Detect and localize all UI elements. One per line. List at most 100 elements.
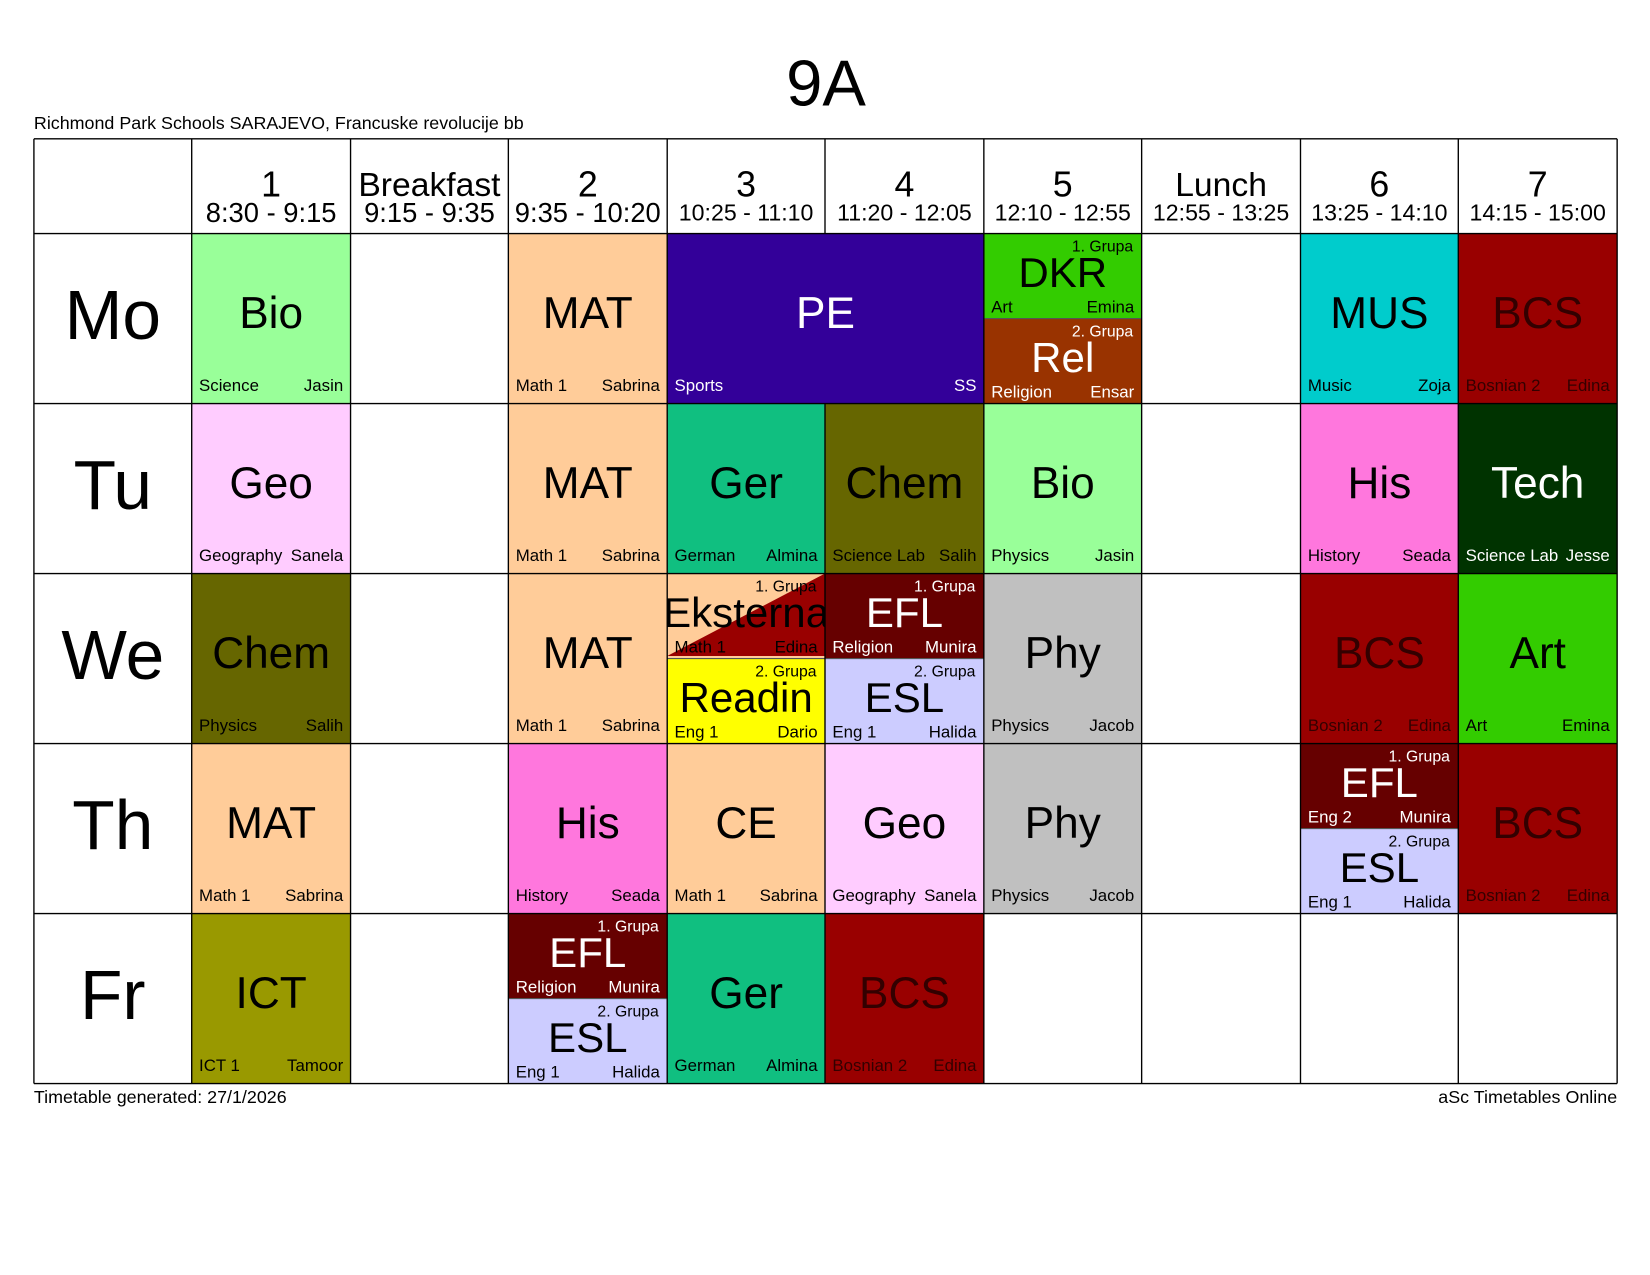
period-label: 4 <box>894 165 914 205</box>
lesson-bg <box>667 658 825 744</box>
room: Geography <box>199 546 283 565</box>
lesson: Geo Geography Sanela <box>191 403 351 574</box>
room: Math 1 <box>199 886 250 905</box>
room: German <box>675 546 736 565</box>
teacher: Emina <box>1087 297 1135 316</box>
lesson: MAT Math 1 Sabrina <box>191 743 351 914</box>
lesson: BCS Bosnian 2 Edina <box>1300 573 1459 744</box>
lesson-bg <box>508 743 668 914</box>
teacher: Sabrina <box>602 546 661 565</box>
teacher: Jesse <box>1566 546 1610 565</box>
lesson-bg <box>983 318 1142 404</box>
subject: Chem <box>846 459 964 508</box>
period-time: 9:15 - 9:35 <box>364 197 495 228</box>
period-label: Breakfast <box>358 167 501 204</box>
teacher: SS <box>954 376 976 395</box>
teacher: Emina <box>1562 716 1610 735</box>
lesson: BCS Bosnian 2 Edina <box>825 913 984 1084</box>
room: Religion <box>832 637 893 656</box>
subject: Geo <box>229 459 313 508</box>
subject: BCS <box>1492 289 1583 338</box>
subject: CE <box>715 799 776 848</box>
group-label: 1. Grupa <box>1072 238 1134 255</box>
subject: Bio <box>1031 459 1095 508</box>
lesson-bg <box>508 403 668 574</box>
subject: PE <box>796 289 855 338</box>
room: Physics <box>991 546 1049 565</box>
period-label: 7 <box>1528 165 1548 205</box>
lesson: His History Seada <box>1300 403 1459 574</box>
lesson: BCS Bosnian 2 Edina <box>1458 743 1618 914</box>
subject: ESL <box>865 674 945 721</box>
lesson: Phy Physics Jacob <box>983 743 1142 914</box>
teacher: Munira <box>1399 807 1451 826</box>
teacher: Jasin <box>304 376 343 395</box>
lesson: CE Math 1 Sabrina <box>667 743 825 914</box>
lesson: Ger German Almina <box>667 403 825 574</box>
lesson-bg <box>1300 403 1459 574</box>
lesson: Art Art Emina <box>1458 573 1618 744</box>
teacher: Sanela <box>291 546 344 565</box>
teacher: Sabrina <box>285 886 344 905</box>
group-label: 1. Grupa <box>1389 748 1451 765</box>
subject: Art <box>1509 629 1565 678</box>
day-name: Tu <box>74 446 152 524</box>
room: Bosnian 2 <box>1308 716 1383 735</box>
lesson: Geo Geography Sanela <box>825 743 984 914</box>
lesson: PE Sports SS <box>667 233 984 404</box>
lesson: Bio Physics Jasin <box>983 403 1142 574</box>
subject: DKR <box>1018 249 1107 296</box>
teacher: Salih <box>939 546 976 565</box>
room: Eng 1 <box>675 722 719 741</box>
room: Physics <box>991 716 1049 735</box>
subject: Readin <box>679 674 812 721</box>
period-time: 10:25 - 11:10 <box>679 200 814 226</box>
subject: ICT <box>236 969 307 1018</box>
teacher: Edina <box>775 637 819 656</box>
subject: BCS <box>859 969 950 1018</box>
subject: EFL <box>1341 759 1418 806</box>
group-label: 2. Grupa <box>1389 833 1451 850</box>
day-name: We <box>61 616 164 694</box>
room: Science <box>199 376 259 395</box>
group-label: 2. Grupa <box>755 663 817 680</box>
room: Sports <box>675 376 724 395</box>
group-label: 2. Grupa <box>1072 323 1134 340</box>
lesson-bg <box>1300 233 1459 404</box>
teacher: Edina <box>933 1056 977 1075</box>
lesson: Tech Science Lab Jesse <box>1458 403 1618 574</box>
teacher: Salih <box>306 716 343 735</box>
subject: Eksterna <box>663 589 830 636</box>
subject: Phy <box>1025 799 1101 848</box>
subject: EFL <box>866 589 943 636</box>
subject: BCS <box>1492 799 1583 848</box>
subject: ESL <box>548 1014 628 1061</box>
teacher: Seada <box>1402 546 1451 565</box>
lesson: Phy Physics Jacob <box>983 573 1142 744</box>
lesson: Ger German Almina <box>667 913 825 1084</box>
period-time: 8:30 - 9:15 <box>206 197 337 228</box>
room: Physics <box>199 716 257 735</box>
room: Math 1 <box>675 637 726 656</box>
lesson-bg <box>508 998 668 1084</box>
group-label: 1. Grupa <box>914 578 976 595</box>
subject: MAT <box>543 629 633 678</box>
lesson-bg <box>1300 573 1459 744</box>
room: History <box>1308 546 1361 565</box>
day-name: Th <box>72 786 153 864</box>
subject: Rel <box>1031 334 1094 381</box>
teacher: Sanela <box>924 886 977 905</box>
teacher: Jasin <box>1095 546 1134 565</box>
subject: MUS <box>1330 289 1428 338</box>
room: Math 1 <box>516 546 567 565</box>
day-name: Mo <box>65 276 161 354</box>
lesson-bg <box>1458 573 1618 744</box>
